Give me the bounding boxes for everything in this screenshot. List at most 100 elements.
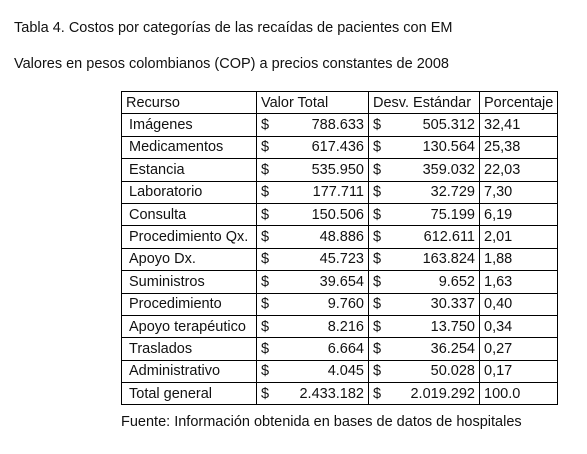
amount-value: 48.886 (319, 229, 364, 246)
currency-symbol: $ (261, 184, 270, 201)
amount-value: 535.950 (311, 161, 364, 178)
cell-desv-estandar: $50.028 (368, 359, 480, 384)
table-row: Laboratorio $177.711 $32.729 7,30 (121, 180, 559, 204)
cell-resource: Suministros (121, 270, 257, 294)
currency-symbol: $ (261, 340, 270, 357)
table-body: Imágenes $788.633 $505.312 32,41 Medicamento… (121, 113, 559, 406)
amount-value: 6.664 (327, 340, 364, 357)
amount-value: 130.564 (422, 139, 475, 156)
cell-desv-estandar: $13.750 (368, 314, 480, 339)
cell-valor-total: $45.723 (256, 247, 369, 272)
currency-symbol: $ (261, 385, 270, 402)
currency-symbol: $ (373, 206, 382, 223)
header-porcentaje: Porcentaje (478, 90, 559, 115)
amount-value: 177.711 (312, 184, 364, 201)
table-row: Apoyo terapéutico $8.216 $13.750 0,34 (121, 314, 559, 339)
cost-table: Recurso Valor Total Desv. Estándar Porce… (121, 90, 559, 406)
cell-desv-estandar: $2.019.292 (368, 382, 480, 406)
cell-porcentaje: 0,27 (478, 337, 559, 361)
cell-resource: Laboratorio (121, 180, 257, 204)
cell-valor-total: $2.433.182 (256, 382, 369, 406)
cell-valor-total: $4.045 (256, 359, 369, 384)
amount-value: 612.611 (423, 229, 475, 246)
cell-porcentaje: 2,01 (478, 225, 559, 249)
amount-value: 8.216 (327, 318, 364, 335)
currency-symbol: $ (261, 251, 270, 268)
currency-symbol: $ (373, 385, 382, 402)
currency-symbol: $ (261, 273, 270, 290)
currency-symbol: $ (373, 139, 382, 156)
currency-symbol: $ (261, 318, 270, 335)
currency-symbol: $ (373, 363, 382, 380)
currency-symbol: $ (373, 229, 382, 246)
cell-porcentaje: 22,03 (478, 158, 559, 182)
cell-desv-estandar: $36.254 (368, 337, 480, 361)
amount-value: 36.254 (430, 340, 475, 357)
cell-porcentaje: 0,40 (478, 292, 559, 316)
amount-value: 150.506 (311, 206, 364, 223)
amount-value: 30.337 (430, 296, 475, 313)
cell-resource: Imágenes (121, 113, 257, 137)
table-row: Consulta $150.506 $75.199 6,19 (121, 202, 559, 227)
cell-valor-total: $6.664 (256, 337, 369, 361)
table-title: Tabla 4. Costos por categorías de las re… (14, 20, 453, 36)
cell-valor-total: $177.711 (256, 180, 369, 204)
amount-value: 2.019.292 (410, 385, 475, 402)
currency-symbol: $ (373, 184, 382, 201)
amount-value: 45.723 (319, 251, 364, 268)
currency-symbol: $ (373, 117, 382, 134)
cell-porcentaje: 6,19 (478, 202, 559, 227)
cell-valor-total: $150.506 (256, 202, 369, 227)
amount-value: 163.824 (422, 251, 475, 268)
cell-porcentaje: 0,34 (478, 314, 559, 339)
table-subtitle: Valores en pesos colombianos (COP) a pre… (14, 56, 449, 72)
table-header-row: Recurso Valor Total Desv. Estándar Porce… (121, 90, 559, 115)
amount-value: 75.199 (430, 206, 475, 223)
amount-value: 13.750 (430, 318, 475, 335)
currency-symbol: $ (261, 161, 270, 178)
cell-resource: Apoyo terapéutico (121, 314, 257, 339)
cell-valor-total: $48.886 (256, 225, 369, 249)
cell-valor-total: $788.633 (256, 113, 369, 137)
table-row: Imágenes $788.633 $505.312 32,41 (121, 113, 559, 137)
cell-resource: Procedimiento (121, 292, 257, 316)
cell-porcentaje: 1,88 (478, 247, 559, 272)
cell-porcentaje: 0,17 (478, 359, 559, 384)
cell-resource: Administrativo (121, 359, 257, 384)
table-row: Traslados $6.664 $36.254 0,27 (121, 337, 559, 361)
header-recurso: Recurso (121, 90, 257, 115)
amount-value: 39.654 (319, 273, 364, 290)
amount-value: 50.028 (430, 363, 475, 380)
currency-symbol: $ (261, 206, 270, 223)
cell-resource: Procedimiento Qx. (121, 225, 257, 249)
cell-desv-estandar: $130.564 (368, 135, 480, 160)
table-row: Medicamentos $617.436 $130.564 25,38 (121, 135, 559, 160)
cell-valor-total: $617.436 (256, 135, 369, 160)
currency-symbol: $ (373, 273, 382, 290)
cell-desv-estandar: $9.652 (368, 270, 480, 294)
cell-valor-total: $39.654 (256, 270, 369, 294)
cell-valor-total: $535.950 (256, 158, 369, 182)
cell-desv-estandar: $612.611 (368, 225, 480, 249)
source-footnote: Fuente: Información obtenida en bases de… (121, 414, 522, 430)
cell-resource: Consulta (121, 202, 257, 227)
cell-porcentaje: 7,30 (478, 180, 559, 204)
amount-value: 4.045 (327, 363, 364, 380)
amount-value: 788.633 (311, 117, 364, 134)
cell-desv-estandar: $359.032 (368, 158, 480, 182)
currency-symbol: $ (373, 318, 382, 335)
currency-symbol: $ (373, 296, 382, 313)
amount-value: 505.312 (422, 117, 475, 134)
cell-porcentaje: 32,41 (478, 113, 559, 137)
table-row: Procedimiento Qx. $48.886 $612.611 2,01 (121, 225, 559, 249)
cell-desv-estandar: $32.729 (368, 180, 480, 204)
currency-symbol: $ (373, 340, 382, 357)
currency-symbol: $ (373, 161, 382, 178)
table-row: Apoyo Dx. $45.723 $163.824 1,88 (121, 247, 559, 272)
currency-symbol: $ (261, 363, 270, 380)
amount-value: 32.729 (430, 184, 475, 201)
cell-desv-estandar: $30.337 (368, 292, 480, 316)
cell-desv-estandar: $163.824 (368, 247, 480, 272)
cell-porcentaje: 100.0 (478, 382, 559, 406)
header-desv-estandar: Desv. Estándar (368, 90, 480, 115)
